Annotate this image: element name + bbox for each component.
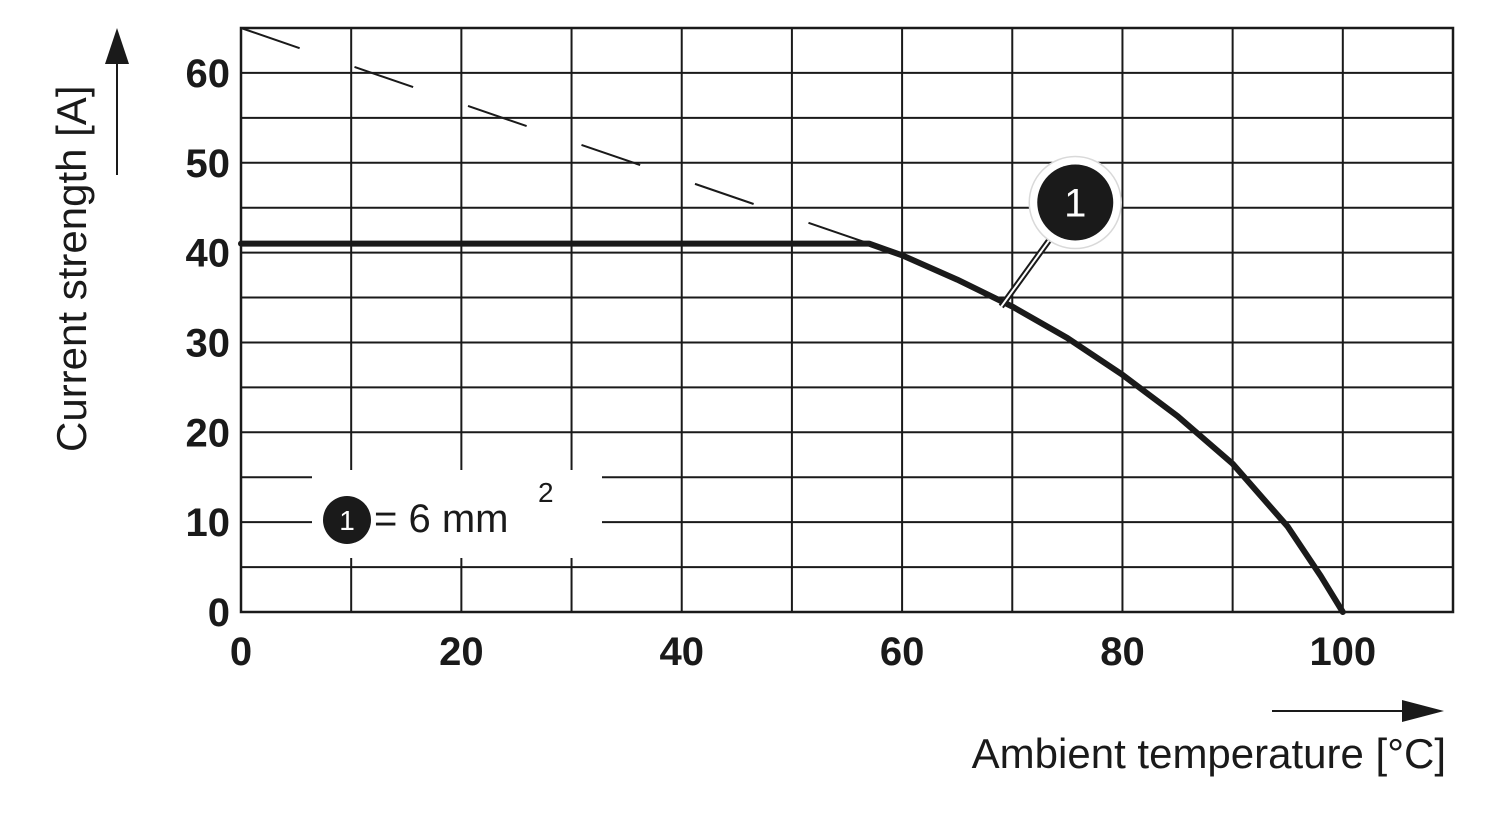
- x-axis-title-group: Ambient temperature [°C]: [972, 700, 1446, 777]
- legend-marker-icon: [323, 496, 371, 544]
- y-tick-label: 40: [186, 232, 231, 276]
- legend-marker-label: 1: [339, 505, 355, 536]
- callout-label: 1: [1064, 182, 1086, 226]
- tick-labels: 0 10 20 30 40 50 60 0 20 40 60 80 100: [186, 52, 1377, 674]
- y-tick-label: 10: [186, 501, 231, 545]
- x-tick-label: 60: [880, 630, 925, 674]
- dashed-series-line: [240, 27, 870, 245]
- y-axis-arrow-icon: [105, 28, 129, 64]
- y-axis-title-group: Current strength [A]: [48, 28, 129, 452]
- x-tick-label: 100: [1309, 630, 1376, 674]
- x-axis-title: Ambient temperature [°C]: [972, 730, 1446, 777]
- x-tick-label: 0: [230, 630, 252, 674]
- legend-text: = 6 mm: [374, 497, 508, 541]
- series-line-1: [238, 240, 1346, 615]
- y-tick-label: 0: [208, 591, 230, 635]
- y-tick-label: 20: [186, 411, 231, 455]
- y-axis-title: Current strength [A]: [48, 86, 95, 453]
- x-tick-label: 20: [439, 630, 484, 674]
- y-tick-label: 30: [186, 321, 231, 365]
- callout-marker-icon: [1037, 164, 1114, 241]
- plot-frame: [239, 26, 1455, 614]
- legend-superscript: 2: [538, 477, 554, 508]
- x-tick-label: 80: [1100, 630, 1145, 674]
- grid: [239, 26, 1455, 614]
- legend: 1 = 6 mm 2: [312, 470, 602, 558]
- callout-leader-highlight: [1000, 233, 1055, 308]
- series-callout: 1: [998, 155, 1123, 309]
- series-layer: [238, 27, 1346, 615]
- y-tick-label: 50: [186, 142, 231, 186]
- y-tick-label: 60: [186, 52, 231, 96]
- x-axis-arrow-icon: [1402, 700, 1444, 722]
- x-tick-label: 40: [659, 630, 704, 674]
